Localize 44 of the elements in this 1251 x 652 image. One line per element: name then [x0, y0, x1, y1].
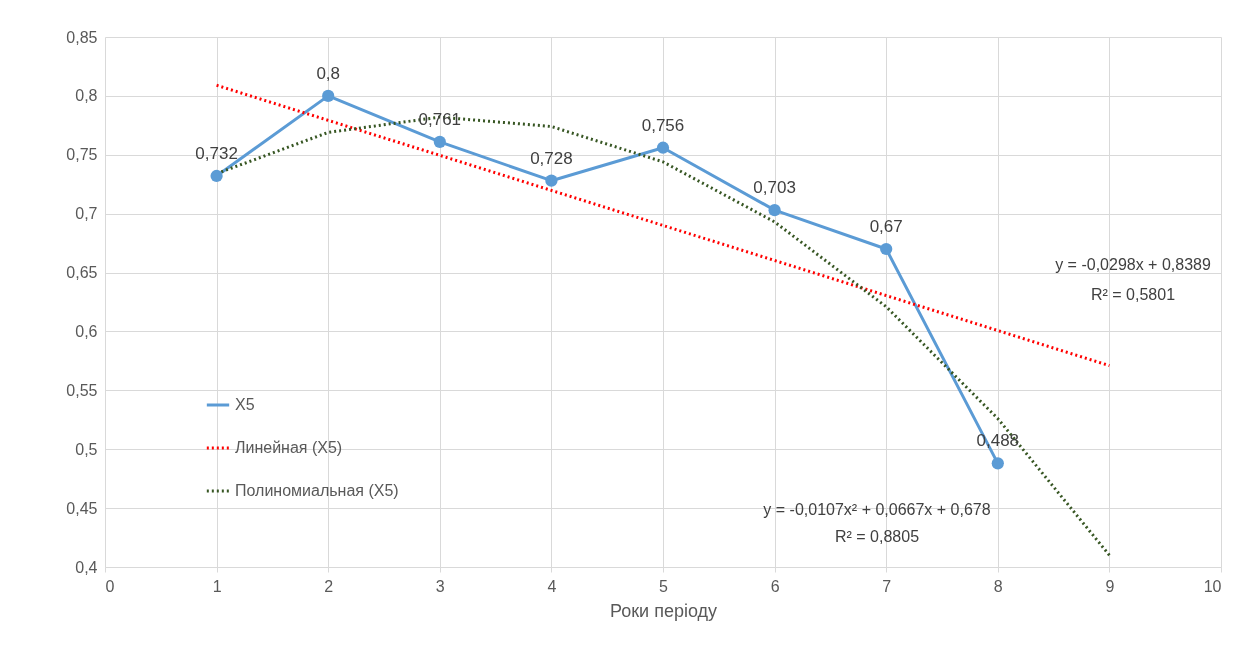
point: [322, 89, 335, 102]
y-tick-label: 0,4: [75, 558, 98, 576]
point: [433, 135, 446, 148]
x-tick-label: 3: [435, 577, 445, 595]
annotation: R² = 0,5801: [1090, 286, 1176, 303]
x-axis-title: Роки періоду: [609, 600, 718, 621]
x-tick-label: 0: [105, 577, 115, 595]
data-label: 0,8: [316, 63, 341, 83]
x-tick-label: 4: [547, 577, 557, 595]
point: [880, 242, 893, 256]
y-tick-label: 0,55: [66, 381, 98, 399]
y-tick-label: 0,5: [75, 440, 98, 458]
data-label: 0,67: [869, 217, 903, 236]
x-tick-label: 10: [1203, 577, 1222, 595]
legend-label: Линейная (X5): [235, 439, 343, 456]
data-label: 0,703: [753, 178, 796, 198]
x-tick-label: 7: [882, 577, 892, 595]
y-tick-label: 0,45: [66, 499, 98, 517]
y-tick-label: 0,7: [75, 205, 98, 223]
y-tick-label: 0,6: [75, 322, 98, 340]
legend-label: X5: [235, 396, 255, 413]
legend-label: Полиномиальная (X5): [235, 482, 399, 499]
data-label: 0,732: [195, 143, 238, 163]
x-tick-label: 2: [324, 577, 334, 595]
y-tick-label: 0,85: [66, 28, 98, 46]
y-tick-label: 0,75: [66, 146, 98, 164]
y-tick-label: 0,65: [66, 264, 98, 282]
annotation: y = -0,0107x² + 0,0667x + 0,678: [763, 501, 991, 518]
point: [656, 141, 670, 154]
data-label: 0,756: [641, 115, 685, 135]
annotation: R² = 0,8805: [834, 528, 920, 545]
x-tick-label: 8: [993, 577, 1003, 595]
data-label: 0,761: [418, 109, 462, 129]
point: [545, 174, 558, 187]
annotation: y = -0,0298x + 0,8389: [1055, 256, 1211, 273]
point: [210, 169, 223, 183]
x-tick-label: 1: [212, 577, 222, 595]
point: [991, 457, 1004, 470]
x-tick-label: 9: [1105, 577, 1115, 595]
data-label: 0,728: [530, 148, 573, 168]
point: [768, 204, 781, 217]
x-tick-label: 6: [770, 577, 780, 595]
y-tick-label: 0,8: [75, 87, 98, 105]
x-tick-label: 5: [659, 577, 669, 595]
